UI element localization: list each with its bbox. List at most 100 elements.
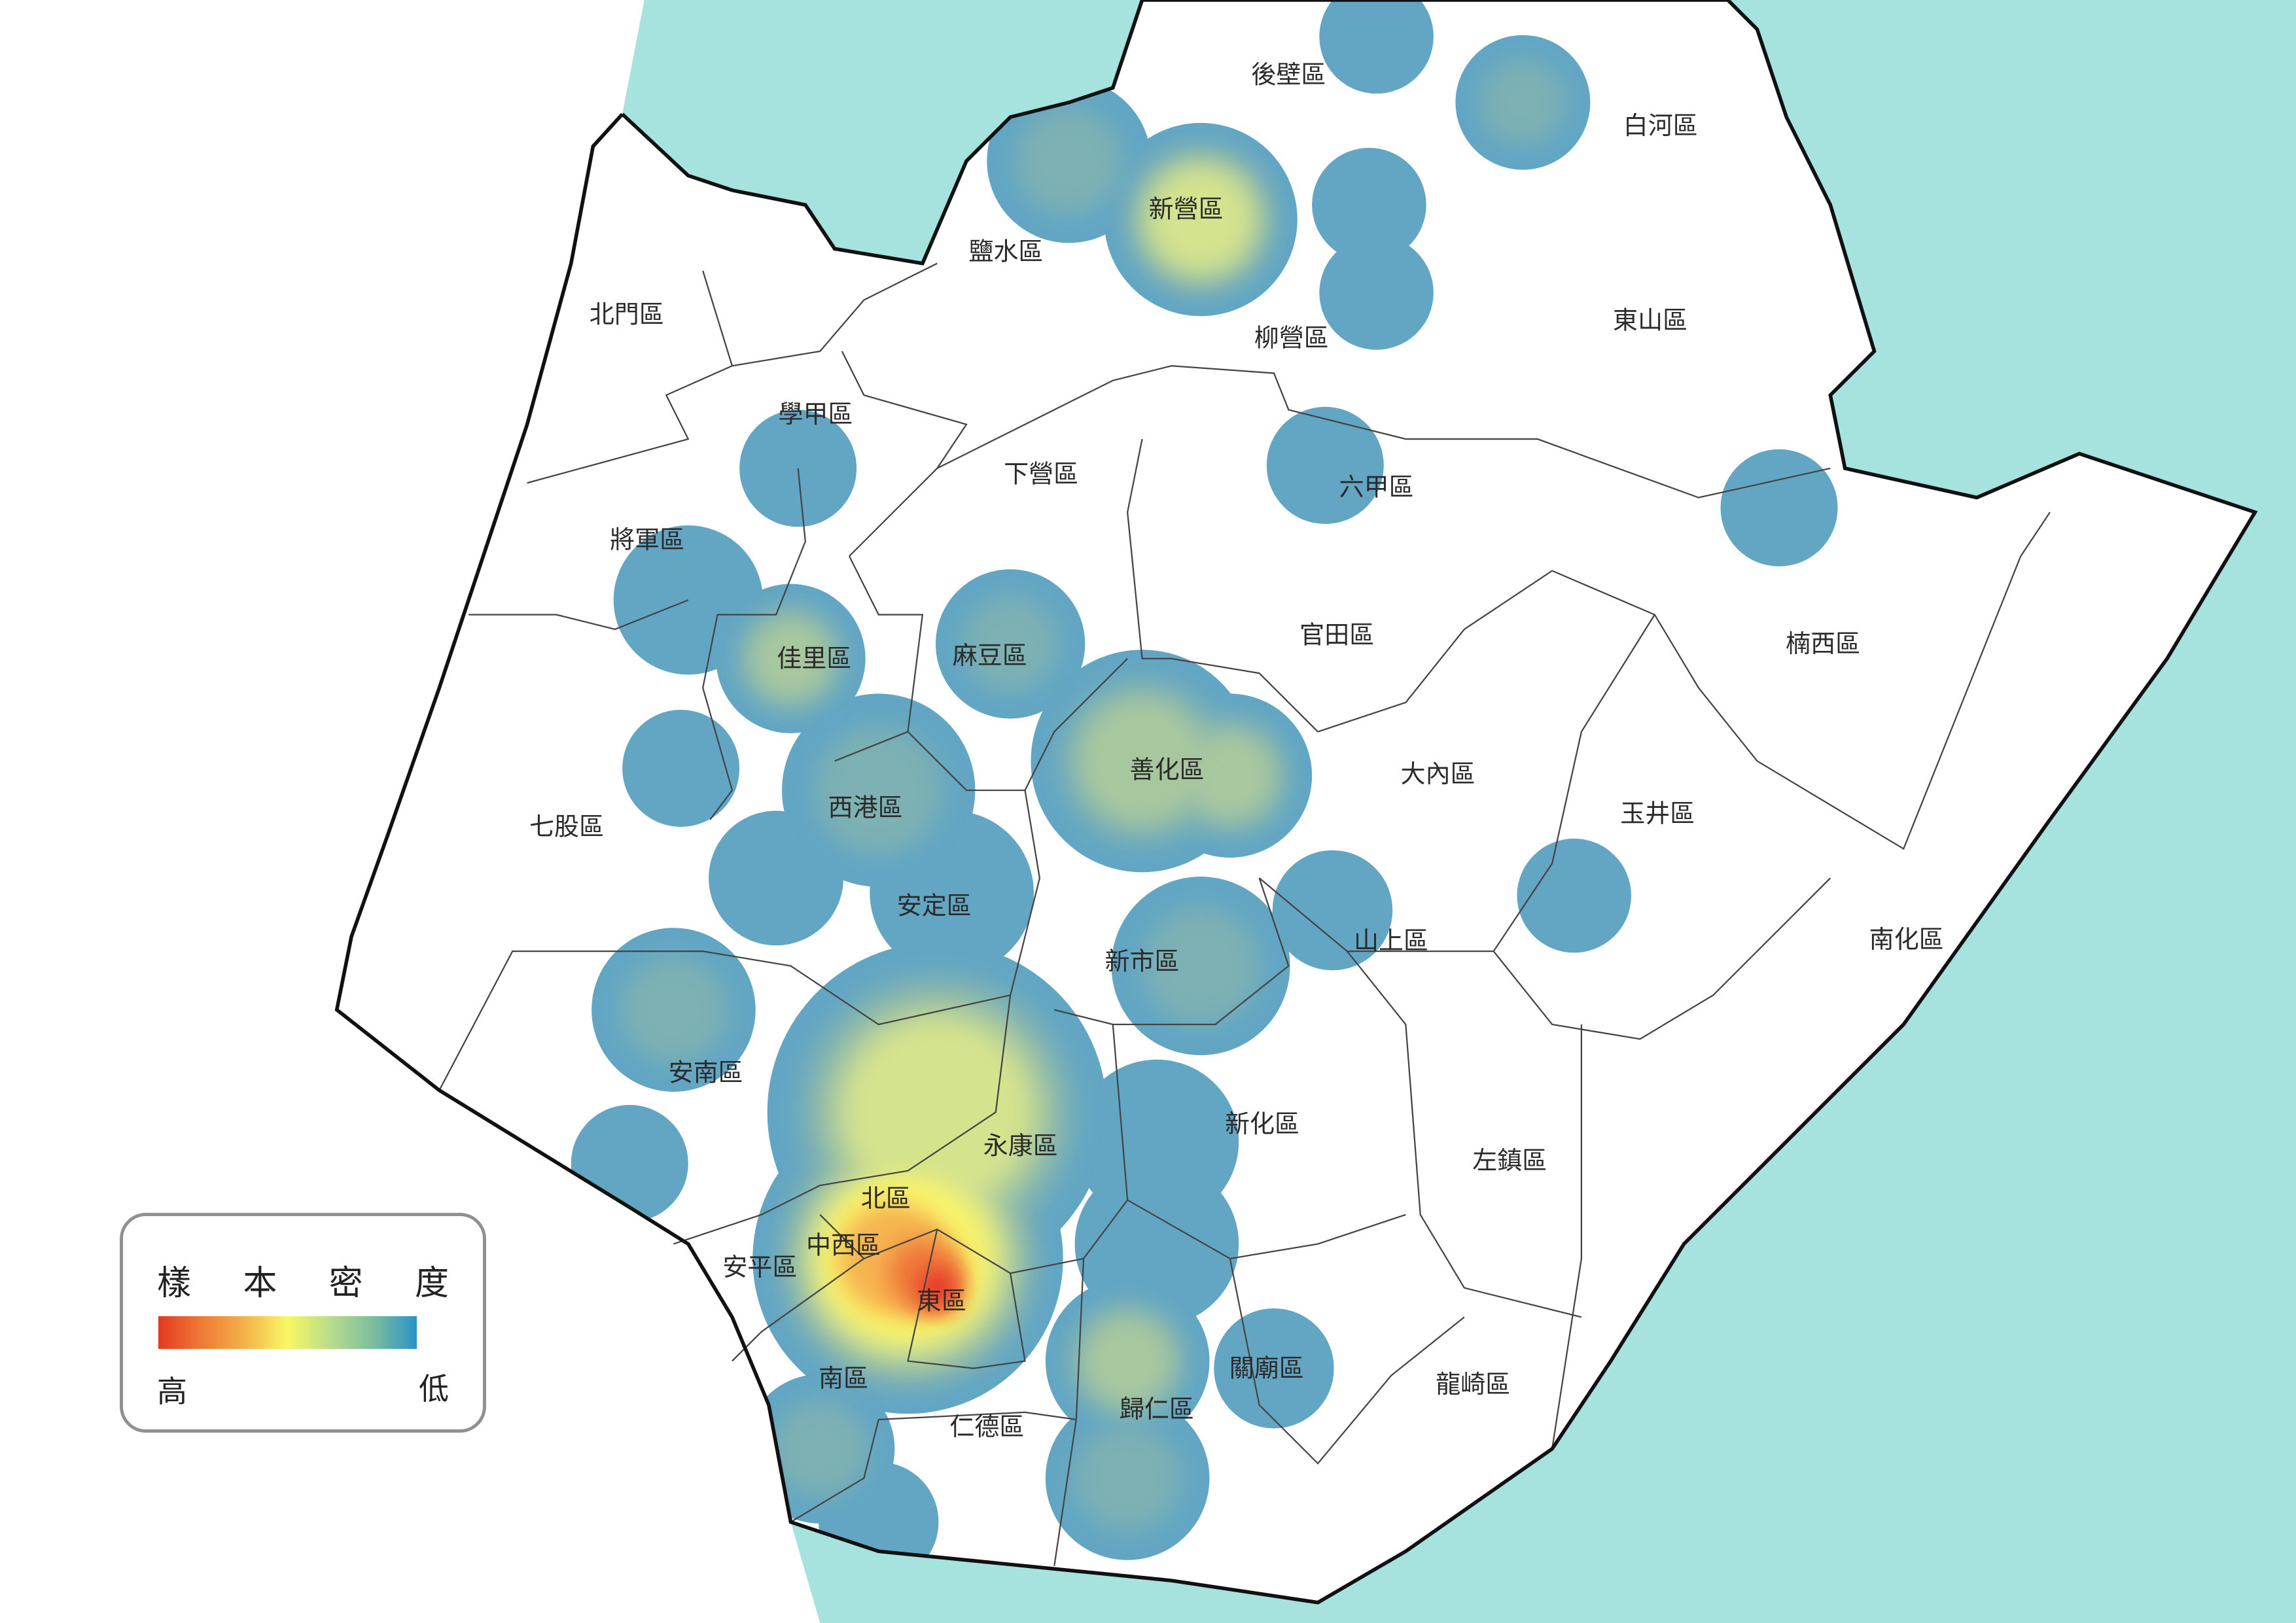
district-label: 白河區 (1623, 111, 1698, 140)
district-label: 七股區 (529, 812, 604, 841)
legend-title-char: 密 (328, 1264, 363, 1303)
district-border (1127, 1199, 1406, 1260)
district-border (790, 1419, 879, 1523)
density-blob (1183, 729, 1277, 822)
legend-title-char: 本 (243, 1264, 277, 1303)
district-label: 後壁區 (1251, 60, 1326, 89)
district-label: 鹽水區 (968, 237, 1043, 266)
coastline (334, 0, 2258, 1605)
district-label: 山上區 (1354, 926, 1428, 955)
district-border (732, 1258, 865, 1362)
district-label: 安南區 (669, 1058, 743, 1087)
district-label: 北門區 (590, 300, 664, 329)
district-border (1054, 877, 1290, 1026)
district-label: 大內區 (1401, 759, 1475, 788)
legend: 樣 本 密 度 高 低 (120, 1213, 486, 1433)
density-blob (1266, 406, 1384, 524)
district-label: 柳營區 (1254, 324, 1329, 353)
district-border (1127, 438, 1318, 733)
density-blob (1081, 1314, 1174, 1408)
district-border (1317, 512, 2051, 850)
district-label: 中西區 (806, 1231, 881, 1260)
district-border (1492, 877, 1831, 1040)
district-border (878, 1411, 1077, 1421)
density-blob (870, 811, 1034, 975)
density-blob (1319, 0, 1434, 94)
district-border (907, 1229, 1026, 1369)
district-border (732, 262, 938, 367)
legend-title-char: 度 (414, 1264, 449, 1303)
density-blob (772, 1401, 868, 1497)
district-label: 新化區 (1225, 1109, 1299, 1138)
district-label: 南區 (819, 1364, 868, 1393)
density-blob (1142, 907, 1260, 1024)
district-border (468, 599, 689, 631)
district-border (673, 995, 1012, 1245)
district-label: 左鎮區 (1472, 1146, 1547, 1175)
density-blob (622, 710, 740, 827)
district-label: 楠西區 (1786, 629, 1860, 658)
density-blob (1214, 1308, 1334, 1429)
district-border (936, 365, 1831, 498)
density-blob (815, 726, 943, 854)
density-blob (709, 811, 844, 946)
district-label: 六甲區 (1339, 473, 1414, 502)
district-label: 北區 (861, 1184, 911, 1213)
district-label: 龍崎區 (1436, 1370, 1510, 1399)
district-border (1551, 1024, 1583, 1449)
district-border (1258, 614, 1655, 952)
district-border (1346, 951, 1582, 1318)
density-heat-layer (571, 0, 1838, 1582)
district-label: 將軍區 (610, 525, 684, 554)
district-label: 關廟區 (1229, 1353, 1304, 1382)
district-label: 玉井區 (1620, 799, 1695, 828)
density-blob (1074, 1162, 1239, 1326)
district-border (702, 468, 806, 820)
district-label: 官田區 (1299, 621, 1374, 650)
district-label: 歸仁區 (1120, 1395, 1194, 1423)
density-blob (749, 616, 833, 701)
district-borders (438, 262, 2051, 1566)
density-blob (1312, 147, 1426, 262)
density-blob (1016, 107, 1122, 215)
district-label: 下營區 (1004, 460, 1078, 489)
district-label: 仁德區 (949, 1412, 1024, 1441)
density-blob (918, 1268, 957, 1307)
legend-high-label: 高 (157, 1374, 187, 1409)
legend-title: 樣 本 密 度 (157, 1255, 449, 1304)
density-blob (620, 956, 727, 1063)
density-blob (1480, 60, 1566, 145)
density-blob (1517, 838, 1632, 953)
district-border (834, 555, 924, 762)
density-blob (1074, 1425, 1181, 1531)
density-blob (963, 596, 1059, 692)
district-border (841, 351, 968, 557)
district-border (527, 270, 733, 484)
district-label: 善化區 (1130, 755, 1205, 784)
density-blob (1720, 449, 1838, 567)
district-border (438, 790, 1041, 1091)
legend-title-char: 樣 (157, 1264, 192, 1303)
density-blob (1319, 236, 1434, 350)
district-label: 西港區 (828, 794, 903, 822)
district-label: 佳里區 (777, 644, 851, 672)
district-border (1229, 1258, 1465, 1465)
district-label: 新營區 (1149, 195, 1224, 224)
district-label: 安定區 (897, 892, 972, 920)
district-label: 東區 (917, 1287, 966, 1316)
district-label: 東山區 (1613, 306, 1687, 335)
district-label: 麻豆區 (953, 641, 1027, 670)
legend-low-label: 低 (419, 1371, 449, 1406)
district-label: 永康區 (983, 1131, 1058, 1160)
density-blob (1272, 850, 1393, 971)
legend-color-bar (158, 1316, 417, 1349)
district-label: 新市區 (1105, 947, 1180, 976)
density-blob (1149, 167, 1252, 271)
district-label: 安平區 (722, 1253, 797, 1282)
density-blob (1077, 696, 1207, 826)
district-label: 學甲區 (778, 400, 853, 428)
density-blob (842, 1017, 1032, 1207)
district-label: 南化區 (1869, 925, 1944, 954)
